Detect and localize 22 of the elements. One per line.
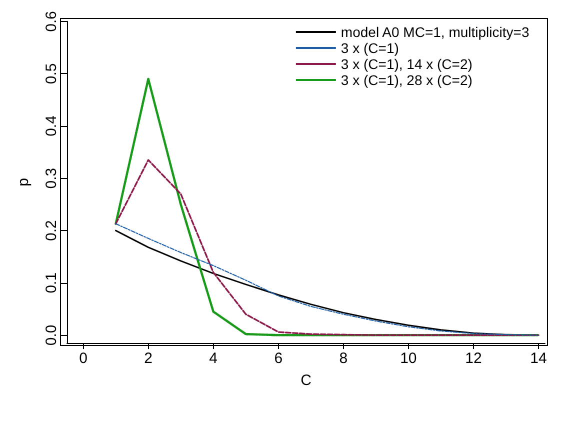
- y-tick-label: 0.3: [43, 168, 60, 189]
- legend-label: 3 x (C=1): [340, 40, 399, 56]
- y-tick-label: 0.1: [43, 272, 60, 294]
- legend-label: model A0 MC=1, multiplicity=3: [340, 24, 530, 40]
- x-tick-label: 12: [465, 350, 482, 367]
- y-axis-title: p: [15, 178, 32, 186]
- x-tick-label: 6: [274, 350, 283, 367]
- x-tick-label: 0: [79, 350, 88, 367]
- y-tick-label: 0.5: [43, 63, 60, 84]
- legend-label: 3 x (C=1), 28 x (C=2): [340, 72, 472, 88]
- x-tick-label: 8: [339, 350, 348, 367]
- x-tick-label: 10: [400, 350, 417, 367]
- x-tick-label: 14: [530, 350, 547, 367]
- x-tick-label: 2: [144, 350, 152, 367]
- y-tick-label: 0.0: [43, 324, 60, 346]
- x-tick-label: 4: [209, 350, 218, 367]
- x-axis-title: C: [300, 372, 312, 389]
- legend-label: 3 x (C=1), 14 x (C=2): [340, 56, 472, 72]
- y-tick-label: 0.6: [43, 10, 60, 32]
- y-tick-label: 0.4: [43, 116, 60, 136]
- line-series: [114, 159, 540, 336]
- y-tick-label: 0.2: [43, 220, 60, 242]
